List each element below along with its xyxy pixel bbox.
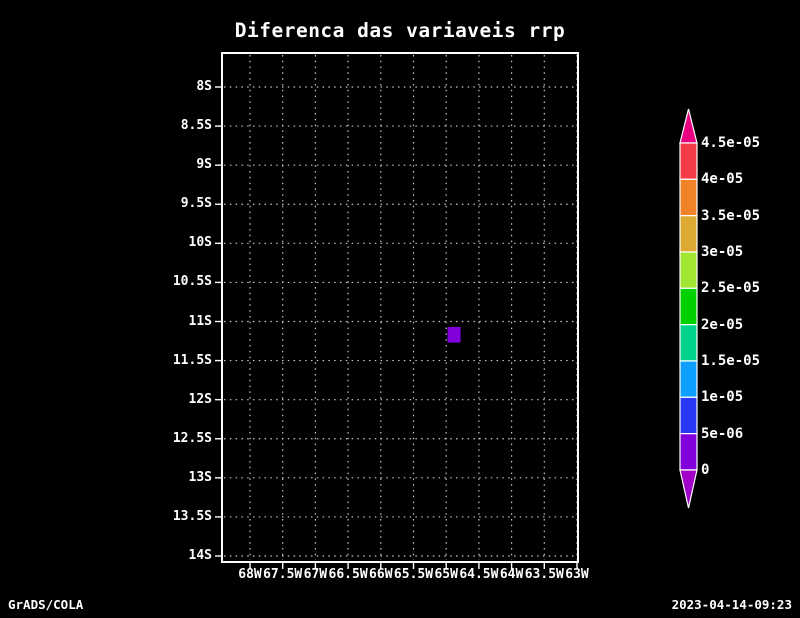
x-tick-label: 68W — [238, 567, 262, 582]
y-tick-label: 10S — [188, 235, 212, 251]
y-tick-label: 9S — [196, 157, 212, 173]
y-tick-label: 9.5S — [180, 196, 212, 212]
colorbar-label: 4.5e-05 — [701, 135, 761, 151]
colorbar-segment — [679, 178, 698, 217]
x-tick-label: 64W — [499, 567, 524, 582]
colorbar-segment — [679, 433, 698, 471]
colorbar-segment — [679, 142, 698, 180]
y-tick-label: 13.5S — [172, 508, 212, 524]
y-tick-label: 11S — [188, 313, 212, 329]
y-tick-label: 12S — [188, 391, 212, 407]
colorbar-label: 3e-05 — [701, 243, 744, 260]
y-tick-label: 8.5S — [180, 118, 212, 134]
x-tick-label: 64.5W — [459, 567, 499, 582]
grads-branding: GrADS/COLA — [8, 597, 84, 612]
timestamp: 2023-04-14-09:23 — [671, 597, 792, 612]
chart-title: Diferenca das variaveis rrp — [234, 19, 566, 42]
x-tick-label: 66.5W — [328, 567, 368, 582]
y-tick-label: 11.5S — [172, 352, 212, 368]
colorbar-label: 5e-06 — [701, 425, 744, 442]
x-tick-label: 66W — [369, 567, 393, 582]
colorbar-label: 0 — [701, 461, 710, 478]
x-tick-label: 67W — [303, 567, 328, 582]
colorbar-triangle-up — [679, 108, 698, 144]
colorbar-label: 1.5e-05 — [701, 352, 761, 369]
colorbar-label: 2e-05 — [701, 316, 744, 333]
colorbar-segment — [679, 215, 698, 253]
colorbar-segment — [679, 251, 698, 289]
y-tick-label: 10.5S — [172, 274, 212, 290]
colorbar-segment — [679, 396, 698, 435]
colorbar-segment — [679, 360, 698, 398]
colorbar-segment — [679, 287, 698, 326]
colorbar-label: 2.5e-05 — [701, 280, 761, 297]
colorbar-label: 1e-05 — [701, 389, 744, 406]
colorbar-segment — [679, 324, 698, 362]
x-tick-label: 67.5W — [263, 567, 303, 582]
colorbar-label: 4e-05 — [701, 171, 744, 188]
y-tick-label: 13S — [188, 469, 212, 485]
colorbar-triangle-down — [679, 469, 698, 509]
x-tick-label: 65.5W — [393, 567, 434, 582]
plot-frame — [221, 52, 579, 563]
x-tick-label: 65W — [434, 567, 458, 582]
x-tick-label: 63.5W — [524, 567, 564, 582]
y-tick-label: 8S — [196, 79, 212, 94]
x-tick-label: 63W — [565, 567, 589, 582]
y-tick-label: 14S — [188, 548, 212, 563]
data-cell — [447, 326, 461, 343]
y-tick-label: 12.5S — [172, 430, 212, 446]
colorbar-label: 3.5e-05 — [701, 207, 761, 224]
